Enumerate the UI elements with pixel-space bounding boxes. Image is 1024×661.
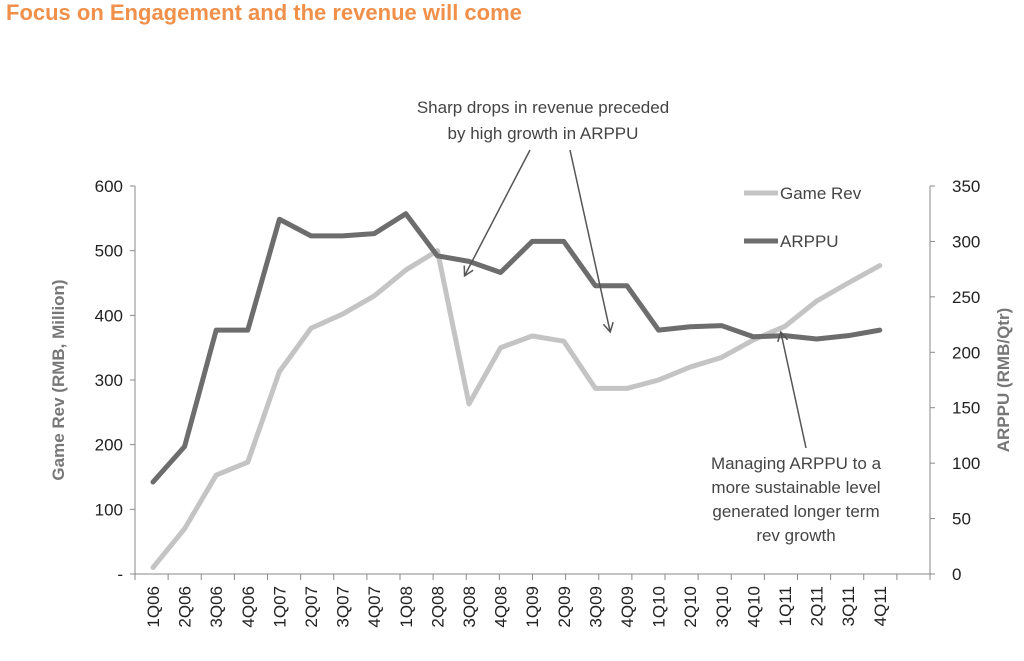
x-tick-label: 2Q07 (302, 586, 321, 628)
right-tick-label: 0 (952, 565, 961, 584)
annotation-arrow (463, 149, 531, 278)
left-tick-label: 100 (95, 500, 123, 519)
x-tick-label: 1Q09 (523, 586, 542, 628)
right-tick-label: 150 (952, 399, 980, 418)
x-tick-label: 2Q11 (808, 586, 827, 626)
left-tick-label: 300 (95, 371, 123, 390)
annotation-text: by high growth in ARPPU (448, 124, 639, 143)
x-tick-label: 4Q08 (492, 586, 511, 628)
x-tick-label: 3Q06 (207, 586, 226, 628)
x-tick-label: 1Q06 (144, 586, 163, 628)
x-tick-label: 4Q11 (871, 586, 890, 626)
annotation-text: rev growth (756, 526, 835, 545)
x-tick-label: 2Q08 (428, 586, 447, 628)
x-tick-label: 1Q10 (650, 586, 669, 628)
annotation-text: Managing ARPPU to a (711, 454, 882, 473)
x-tick-label: 3Q11 (839, 586, 858, 626)
x-tick-label: 3Q08 (460, 586, 479, 628)
right-tick-label: 250 (952, 288, 980, 307)
left-axis-title: Game Rev (RMB, Million) (49, 279, 68, 480)
annotation-text: generated longer term (712, 502, 879, 521)
x-tick-label: 4Q10 (744, 586, 763, 628)
right-tick-label: 300 (952, 232, 980, 251)
right-tick-label: 200 (952, 343, 980, 362)
x-tick-label: 2Q09 (555, 586, 574, 628)
x-tick-label: 3Q10 (713, 586, 732, 628)
legend-label: ARPPU (780, 232, 839, 251)
x-tick-label: 2Q10 (681, 586, 700, 628)
chart-title: Focus on Engagement and the revenue will… (6, 0, 522, 25)
right-tick-label: 100 (952, 454, 980, 473)
x-tick-label: 3Q09 (586, 586, 605, 628)
annotation-text: more sustainable level (711, 478, 880, 497)
legend-label: Game Rev (780, 184, 862, 203)
left-tick-label: 200 (95, 436, 123, 455)
x-tick-label: 4Q09 (618, 586, 637, 628)
annotation-arrow (569, 149, 614, 334)
annotation-text: Sharp drops in revenue preceded (417, 98, 669, 117)
series-line-arppu (150, 211, 883, 485)
x-tick-label: 3Q07 (334, 586, 353, 628)
left-tick-label: 500 (95, 242, 123, 261)
left-tick-label: 600 (95, 177, 123, 196)
x-tick-label: 1Q08 (397, 586, 416, 628)
left-tick-label: 400 (95, 306, 123, 325)
x-tick-label: 4Q07 (365, 586, 384, 628)
right-axis-title: ARPPU (RMB/Qtr) (994, 308, 1013, 453)
annotation-arrow (777, 330, 807, 449)
x-tick-label: 4Q06 (239, 586, 258, 628)
x-tick-label: 1Q11 (776, 586, 795, 626)
left-tick-label: - (117, 565, 123, 584)
x-tick-label: 2Q06 (176, 586, 195, 628)
right-tick-label: 350 (952, 177, 980, 196)
right-tick-label: 50 (952, 510, 971, 529)
x-tick-label: 1Q07 (270, 586, 289, 628)
